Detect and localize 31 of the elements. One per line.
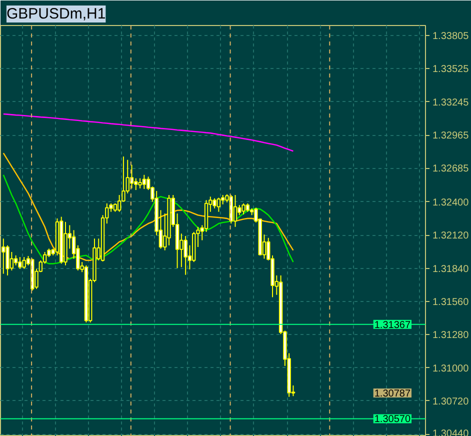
y-tick-label: 1.32400 [432,197,470,208]
y-tick-label: 1.30720 [432,396,470,408]
ref-line-label: 1.31367 [374,320,411,331]
y-tick-label: 1.31000 [432,363,470,374]
candlestick [184,235,188,276]
candlestick [242,202,246,215]
candlestick [216,197,221,212]
candlestick [18,256,22,270]
ref-line-label: 1.30570 [374,414,411,426]
candlestick [14,254,18,266]
y-tick-label: 1.31840 [432,264,470,275]
candlestick [117,194,122,212]
candlestick [142,174,146,190]
y-tick-label: 1.33805 [432,31,470,42]
y-tick-label: 1.31560 [432,296,470,308]
y-tick-label: 1.32685 [432,164,470,175]
y-tick-label: 1.32965 [432,130,470,142]
line-series [2,113,294,152]
y-tick-label: 1.33245 [432,97,470,108]
candlestick [138,178,142,189]
text: 1.30787 [374,388,411,400]
candlestick [220,194,225,205]
y-tick-label: 1.32120 [432,230,470,242]
y-tick-label: 1.31280 [432,330,470,342]
chart-title: GBPUSDm,H1 [6,6,106,22]
candlestick [212,198,216,209]
candlestick [233,194,238,228]
y-tick-label: 1.33525 [432,64,470,76]
candlestick [22,256,26,270]
candlestick [134,178,138,191]
candlestick [2,238,6,274]
